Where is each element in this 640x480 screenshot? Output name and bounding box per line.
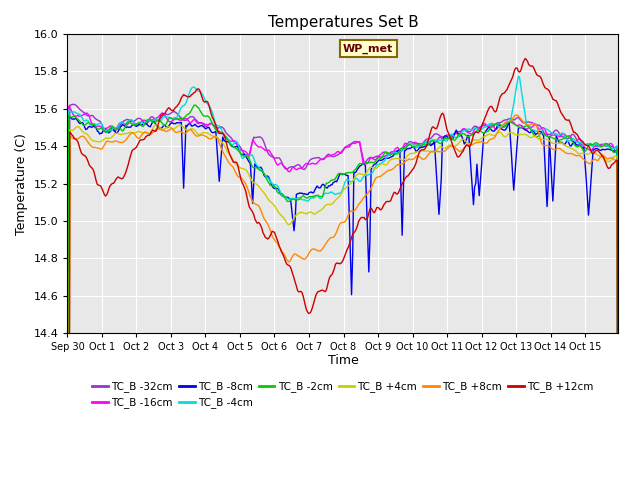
- TC_B +12cm: [522, 56, 529, 61]
- Y-axis label: Temperature (C): Temperature (C): [15, 132, 28, 235]
- TC_B -2cm: [399, 145, 407, 151]
- TC_B -32cm: [565, 135, 573, 141]
- TC_B -4cm: [515, 73, 522, 79]
- TC_B +4cm: [565, 144, 573, 150]
- Line: TC_B -4cm: TC_B -4cm: [67, 76, 618, 480]
- TC_B -32cm: [373, 154, 381, 159]
- TC_B -8cm: [565, 140, 573, 146]
- TC_B +12cm: [372, 207, 380, 213]
- TC_B +8cm: [235, 174, 243, 180]
- Line: TC_B +12cm: TC_B +12cm: [67, 59, 618, 480]
- TC_B -4cm: [468, 127, 476, 133]
- TC_B -16cm: [236, 147, 244, 153]
- TC_B -4cm: [565, 139, 573, 144]
- TC_B -2cm: [236, 150, 244, 156]
- TC_B +12cm: [235, 167, 243, 173]
- Title: Temperatures Set B: Temperatures Set B: [268, 15, 419, 30]
- TC_B +4cm: [152, 122, 160, 128]
- TC_B +8cm: [372, 175, 380, 181]
- TC_B -2cm: [470, 132, 477, 137]
- TC_B -2cm: [191, 102, 199, 108]
- TC_B +12cm: [398, 181, 406, 187]
- TC_B +8cm: [512, 112, 520, 118]
- TC_B +8cm: [565, 151, 573, 156]
- TC_B -4cm: [235, 144, 243, 150]
- TC_B +8cm: [296, 254, 303, 260]
- TC_B -8cm: [399, 191, 407, 196]
- X-axis label: Time: Time: [328, 354, 358, 367]
- Line: TC_B -32cm: TC_B -32cm: [67, 104, 618, 480]
- TC_B -2cm: [373, 156, 381, 162]
- TC_B -8cm: [236, 149, 244, 155]
- TC_B +12cm: [565, 117, 573, 123]
- Line: TC_B -16cm: TC_B -16cm: [67, 107, 618, 480]
- TC_B -8cm: [373, 159, 381, 165]
- TC_B -32cm: [470, 124, 477, 130]
- TC_B +4cm: [399, 157, 407, 163]
- Text: WP_met: WP_met: [343, 43, 393, 54]
- TC_B -2cm: [297, 194, 305, 200]
- TC_B -16cm: [297, 166, 305, 171]
- TC_B -16cm: [399, 144, 407, 149]
- TC_B -32cm: [236, 144, 244, 150]
- TC_B +12cm: [468, 136, 476, 142]
- Line: TC_B -8cm: TC_B -8cm: [67, 117, 618, 480]
- TC_B +4cm: [297, 209, 305, 215]
- TC_B -8cm: [297, 191, 305, 196]
- TC_B +8cm: [468, 142, 476, 147]
- TC_B +4cm: [236, 165, 244, 170]
- TC_B -16cm: [565, 133, 573, 139]
- TC_B +12cm: [296, 289, 303, 295]
- TC_B -16cm: [373, 155, 381, 161]
- TC_B -4cm: [296, 195, 303, 201]
- TC_B -4cm: [398, 147, 406, 153]
- TC_B -32cm: [69, 101, 77, 107]
- TC_B -2cm: [565, 133, 573, 139]
- TC_B -16cm: [470, 129, 477, 135]
- TC_B -4cm: [372, 164, 380, 169]
- TC_B -8cm: [65, 114, 72, 120]
- Line: TC_B -2cm: TC_B -2cm: [67, 105, 618, 480]
- TC_B -32cm: [297, 164, 305, 170]
- Legend: TC_B -32cm, TC_B -16cm, TC_B -8cm, TC_B -4cm, TC_B -2cm, TC_B +4cm, TC_B +8cm, T: TC_B -32cm, TC_B -16cm, TC_B -8cm, TC_B …: [88, 377, 598, 413]
- Line: TC_B +4cm: TC_B +4cm: [67, 125, 618, 480]
- TC_B -8cm: [470, 202, 477, 207]
- TC_B +4cm: [373, 165, 381, 171]
- TC_B +4cm: [470, 137, 477, 143]
- Line: TC_B +8cm: TC_B +8cm: [67, 115, 618, 480]
- TC_B -16cm: [65, 104, 72, 109]
- TC_B -32cm: [399, 145, 407, 151]
- TC_B +8cm: [398, 161, 406, 167]
